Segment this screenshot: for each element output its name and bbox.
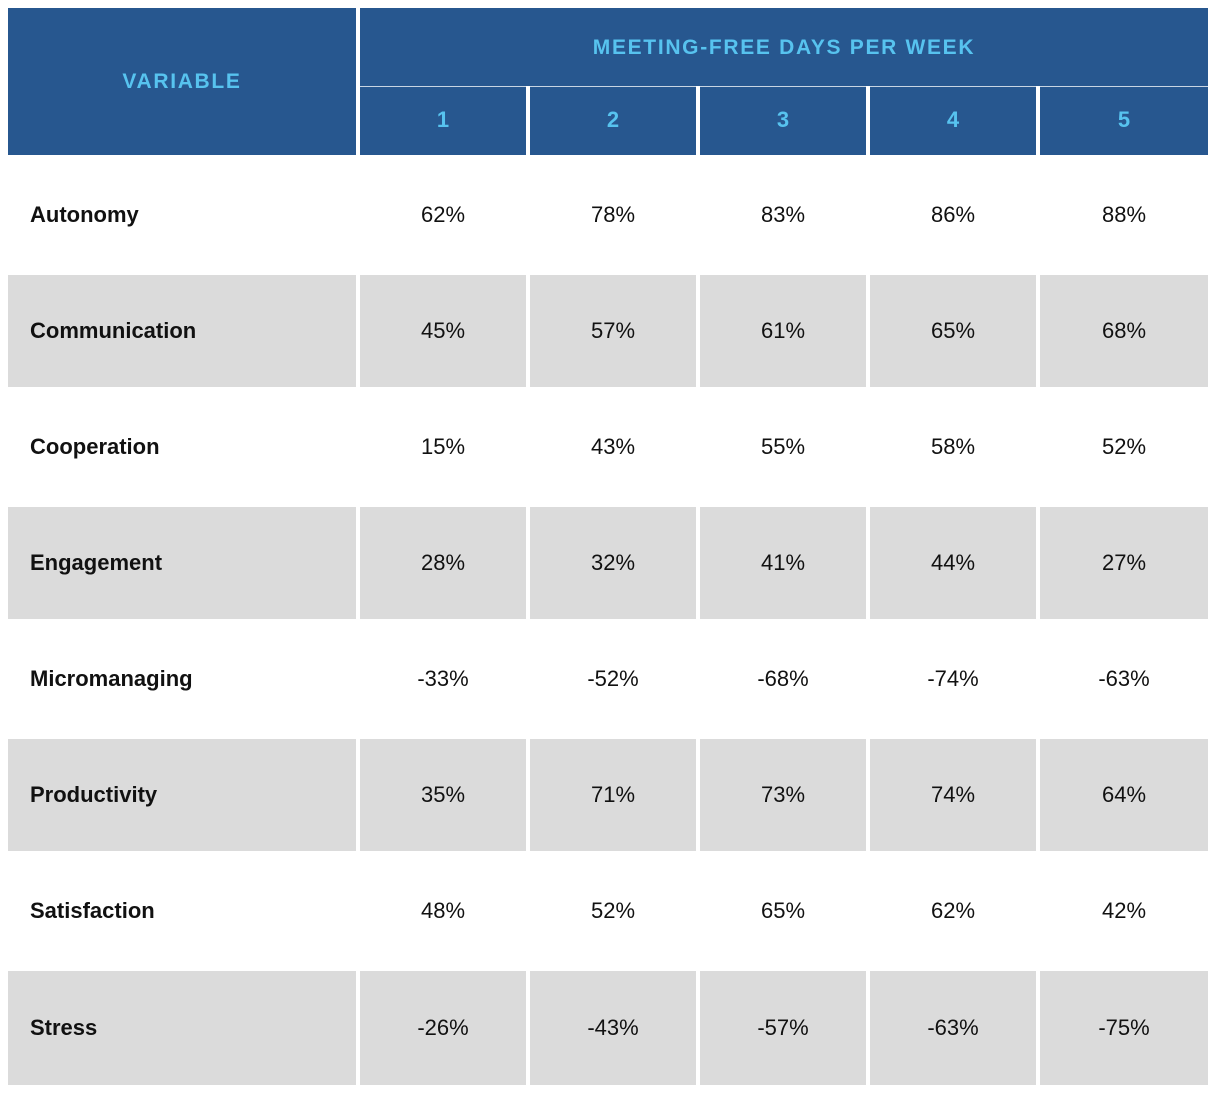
value-cell: 15% (358, 389, 528, 505)
value-cell: 45% (358, 273, 528, 389)
value-cell: 48% (358, 853, 528, 969)
variable-cell: Cooperation (8, 389, 358, 505)
value-cell: 52% (528, 853, 698, 969)
table-body: Autonomy62%78%83%86%88%Communication45%5… (8, 157, 1208, 1085)
value-cell: 52% (1038, 389, 1208, 505)
value-cell: -74% (868, 621, 1038, 737)
table-row: Engagement28%32%41%44%27% (8, 505, 1208, 621)
header-col-3: 3 (698, 87, 868, 158)
variable-cell: Productivity (8, 737, 358, 853)
meeting-free-days-table: VARIABLE MEETING-FREE DAYS PER WEEK 1 2 … (8, 8, 1208, 1085)
value-cell: 68% (1038, 273, 1208, 389)
value-cell: 44% (868, 505, 1038, 621)
variable-cell: Autonomy (8, 157, 358, 273)
variable-cell: Micromanaging (8, 621, 358, 737)
value-cell: 86% (868, 157, 1038, 273)
variable-cell: Satisfaction (8, 853, 358, 969)
table-row: Stress-26%-43%-57%-63%-75% (8, 969, 1208, 1085)
value-cell: 62% (868, 853, 1038, 969)
value-cell: -52% (528, 621, 698, 737)
header-col-5: 5 (1038, 87, 1208, 158)
value-cell: 27% (1038, 505, 1208, 621)
value-cell: 57% (528, 273, 698, 389)
header-col-1: 1 (358, 87, 528, 158)
header-variable: VARIABLE (8, 8, 358, 157)
value-cell: 65% (698, 853, 868, 969)
value-cell: 42% (1038, 853, 1208, 969)
value-cell: 74% (868, 737, 1038, 853)
table-head: VARIABLE MEETING-FREE DAYS PER WEEK 1 2 … (8, 8, 1208, 157)
table-row: Productivity35%71%73%74%64% (8, 737, 1208, 853)
header-row-1: VARIABLE MEETING-FREE DAYS PER WEEK (8, 8, 1208, 87)
table-container: VARIABLE MEETING-FREE DAYS PER WEEK 1 2 … (0, 0, 1214, 1093)
value-cell: 64% (1038, 737, 1208, 853)
header-col-4: 4 (868, 87, 1038, 158)
value-cell: -57% (698, 969, 868, 1085)
variable-cell: Stress (8, 969, 358, 1085)
table-row: Autonomy62%78%83%86%88% (8, 157, 1208, 273)
value-cell: 43% (528, 389, 698, 505)
value-cell: 32% (528, 505, 698, 621)
value-cell: -63% (1038, 621, 1208, 737)
value-cell: 78% (528, 157, 698, 273)
value-cell: -68% (698, 621, 868, 737)
value-cell: 41% (698, 505, 868, 621)
value-cell: -43% (528, 969, 698, 1085)
value-cell: 61% (698, 273, 868, 389)
value-cell: 28% (358, 505, 528, 621)
value-cell: 58% (868, 389, 1038, 505)
value-cell: 88% (1038, 157, 1208, 273)
value-cell: 71% (528, 737, 698, 853)
value-cell: -63% (868, 969, 1038, 1085)
value-cell: 62% (358, 157, 528, 273)
header-col-2: 2 (528, 87, 698, 158)
variable-cell: Engagement (8, 505, 358, 621)
value-cell: -33% (358, 621, 528, 737)
value-cell: 35% (358, 737, 528, 853)
table-row: Communication45%57%61%65%68% (8, 273, 1208, 389)
value-cell: 83% (698, 157, 868, 273)
table-row: Satisfaction48%52%65%62%42% (8, 853, 1208, 969)
value-cell: 55% (698, 389, 868, 505)
value-cell: -26% (358, 969, 528, 1085)
table-row: Micromanaging-33%-52%-68%-74%-63% (8, 621, 1208, 737)
value-cell: 65% (868, 273, 1038, 389)
value-cell: 73% (698, 737, 868, 853)
variable-cell: Communication (8, 273, 358, 389)
header-group: MEETING-FREE DAYS PER WEEK (358, 8, 1208, 87)
table-row: Cooperation15%43%55%58%52% (8, 389, 1208, 505)
value-cell: -75% (1038, 969, 1208, 1085)
